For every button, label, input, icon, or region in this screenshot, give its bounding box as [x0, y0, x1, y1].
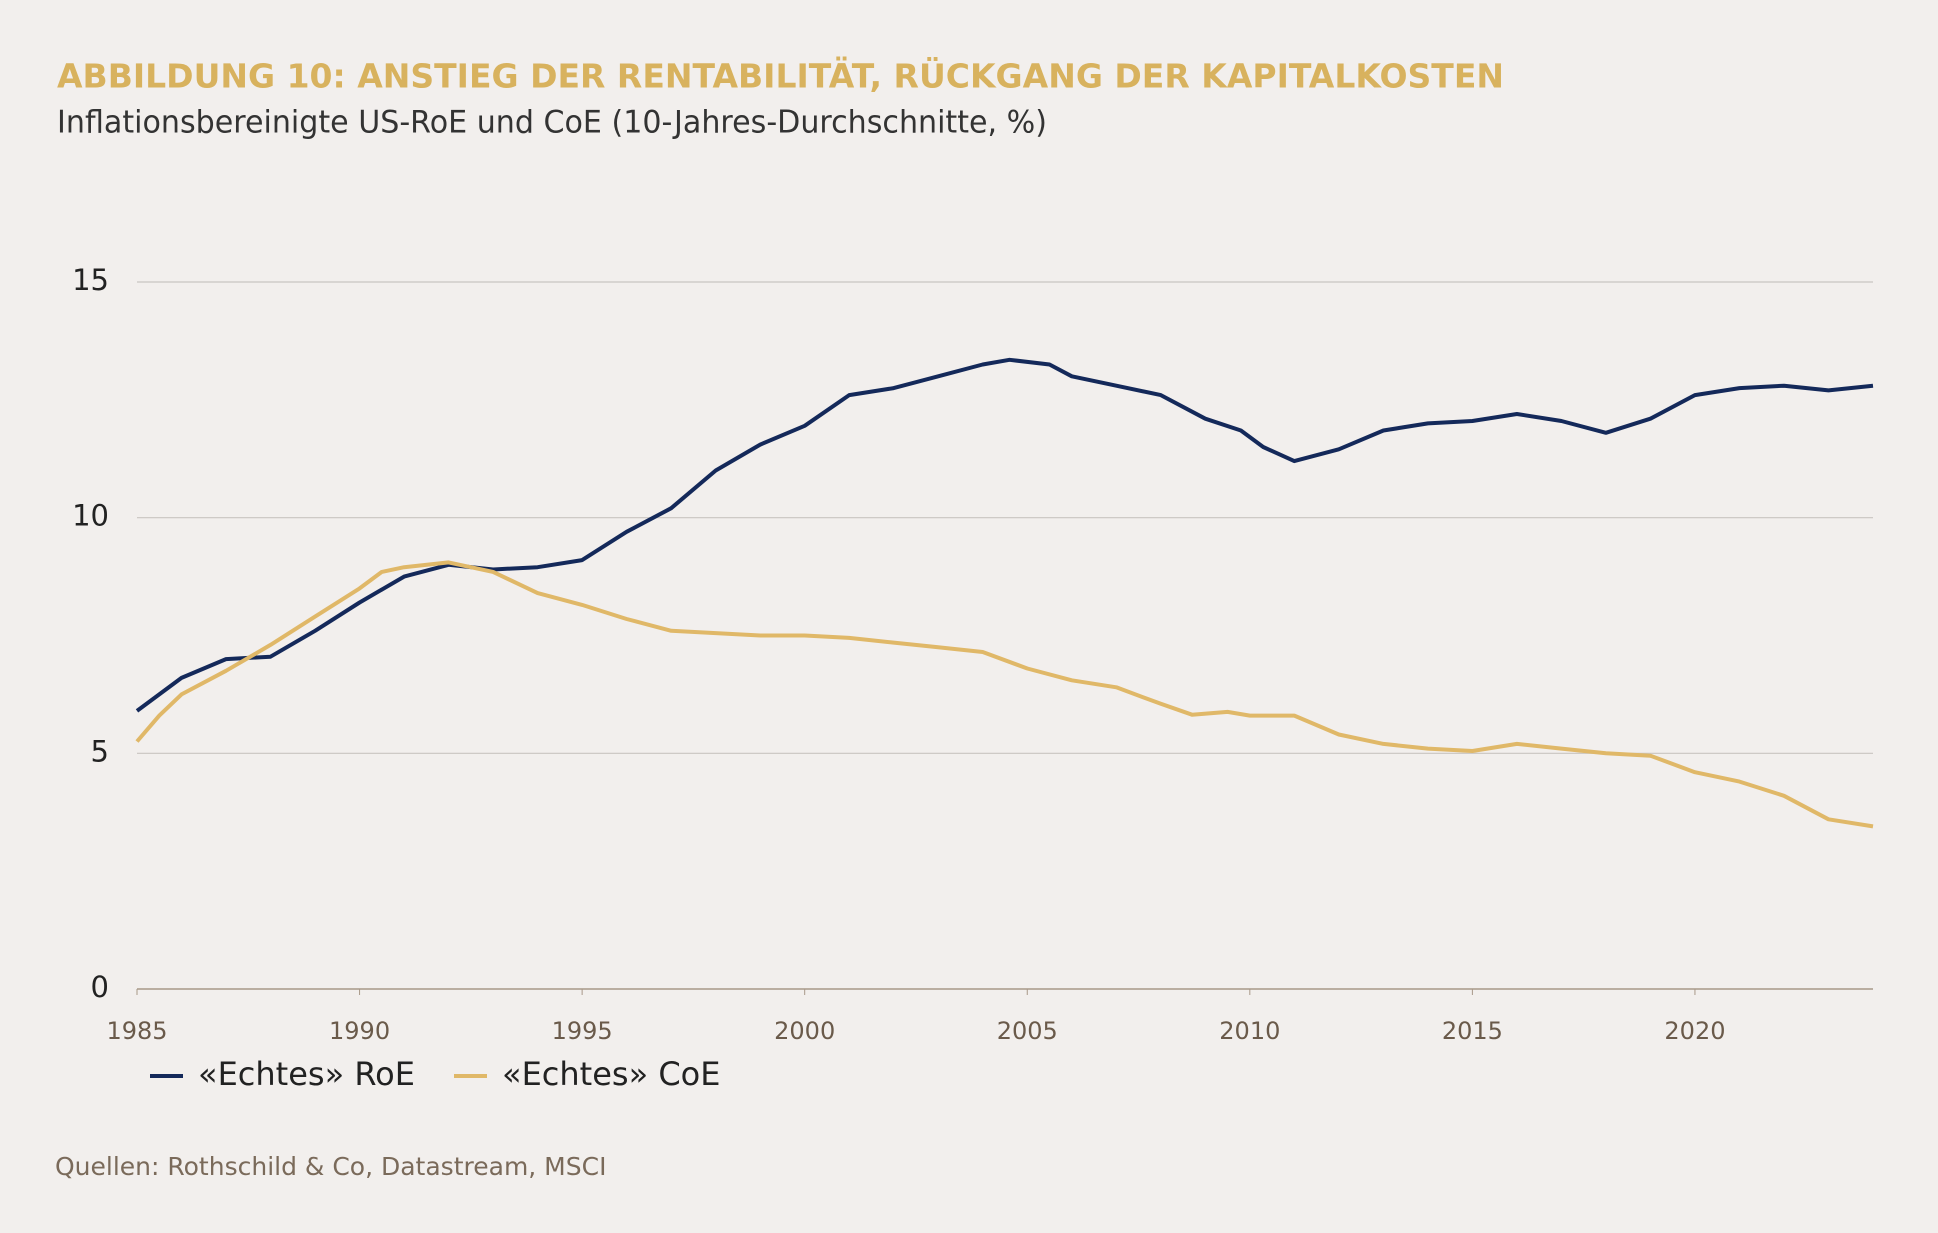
y-tick-label: 5 [91, 734, 109, 768]
x-tick-label: 2010 [1219, 1017, 1280, 1045]
x-tick-label: 1990 [329, 1017, 390, 1045]
y-tick-label: 0 [91, 970, 109, 1004]
legend-label: «Echtes» CoE [502, 1055, 720, 1093]
source-note: Quellen: Rothschild & Co, Datastream, MS… [55, 1152, 606, 1181]
y-tick-label: 10 [72, 499, 109, 533]
series-line [135, 357, 1874, 713]
legend-label: «Echtes» RoE [198, 1055, 415, 1093]
x-tick-label: 2005 [997, 1017, 1058, 1045]
x-tick-label: 2000 [774, 1017, 835, 1045]
chart-subtitle: Inflationsbereinigte US-RoE und CoE (10-… [57, 105, 1047, 141]
series-line [135, 560, 1874, 829]
x-tick-label: 1985 [106, 1017, 167, 1045]
x-tick-label: 1995 [552, 1017, 613, 1045]
chart-title: ABBILDUNG 10: ANSTIEG DER RENTABILITÄT, … [57, 56, 1504, 96]
x-tick-label: 2015 [1442, 1017, 1503, 1045]
x-tick-label: 2020 [1664, 1017, 1725, 1045]
y-tick-label: 15 [72, 263, 109, 297]
